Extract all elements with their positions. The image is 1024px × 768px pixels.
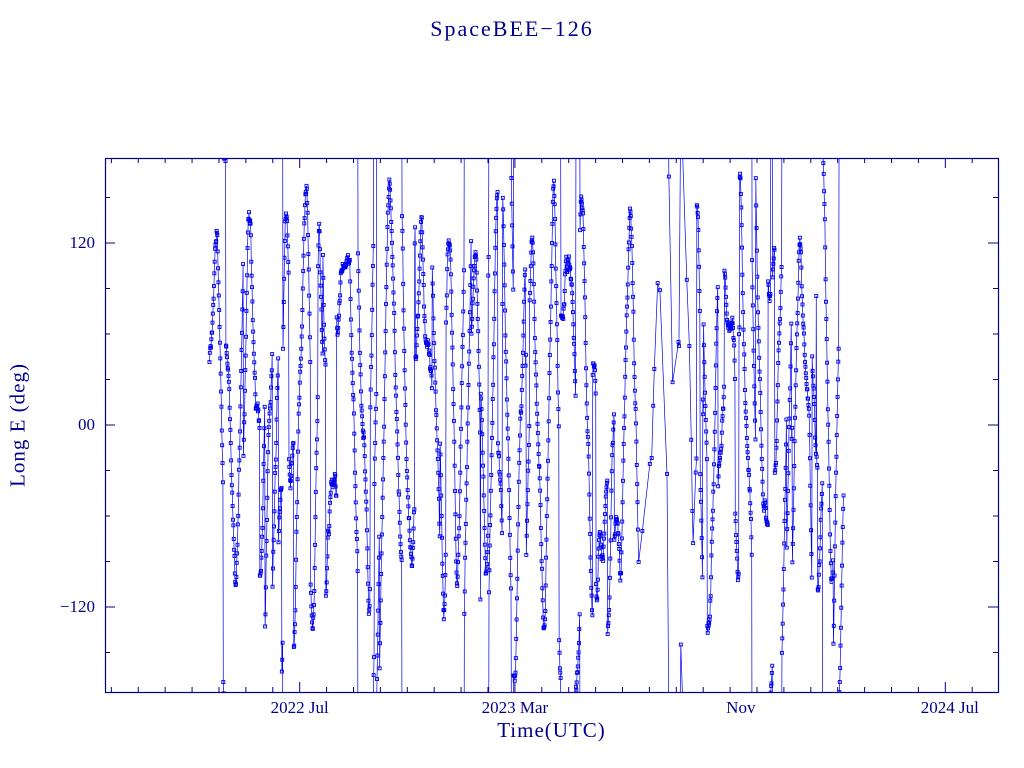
x-tick-label: Nov [726,698,756,717]
x-tick-label: 2022 Jul [270,698,329,717]
y-tick-label: −120 [59,597,95,617]
y-tick-label: 120 [69,232,96,252]
x-tick-label: 2023 Mar [481,698,549,717]
x-tick-label: 2024 Jul [920,698,979,717]
y-tick-label: 00 [78,415,95,434]
x-axis-label: Time(UTC) [497,718,606,742]
